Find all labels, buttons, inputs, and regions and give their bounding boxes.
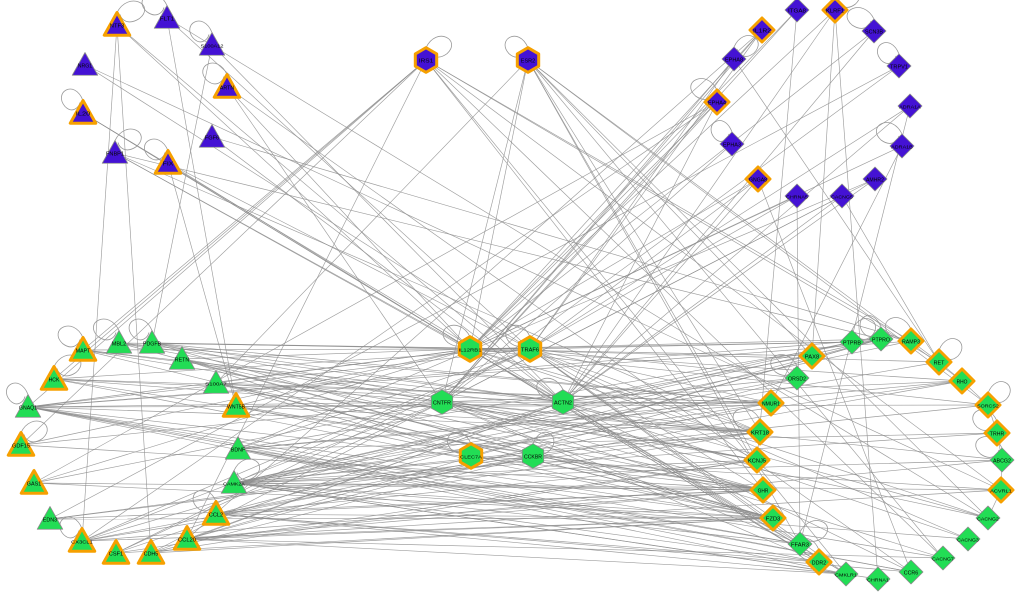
svg-text:CCL20: CCL20	[178, 537, 196, 543]
svg-text:ORSD2: ORSD2	[788, 376, 806, 382]
svg-text:EPHA4: EPHA4	[708, 100, 726, 106]
svg-text:CCL2: CCL2	[209, 512, 223, 518]
svg-text:CACNG7: CACNG7	[932, 556, 954, 561]
svg-text:GNAQ1: GNAQ1	[19, 405, 37, 411]
svg-text:KCNJ5: KCNJ5	[748, 458, 766, 464]
svg-text:BDNF: BDNF	[231, 447, 246, 453]
svg-text:CACNG2: CACNG2	[977, 516, 999, 521]
svg-text:CSF1: CSF1	[109, 551, 123, 557]
svg-text:NTF3: NTF3	[110, 23, 124, 29]
svg-text:NRG1: NRG1	[78, 63, 92, 69]
svg-text:IL20: IL20	[76, 111, 90, 117]
svg-text:SCN3B: SCN3B	[865, 29, 883, 35]
svg-text:RETN: RETN	[175, 357, 189, 363]
svg-text:ADRA1B: ADRA1B	[891, 144, 913, 149]
svg-text:EDN3: EDN3	[43, 517, 57, 523]
svg-text:CNTFR: CNTFR	[433, 400, 451, 406]
svg-text:PTPRB: PTPRB	[843, 340, 861, 346]
svg-text:GAS1: GAS1	[27, 481, 41, 487]
svg-text:MBL2: MBL2	[112, 341, 126, 347]
svg-text:CHRNA1: CHRNA1	[867, 577, 889, 582]
svg-text:PTPRO: PTPRO	[872, 337, 890, 343]
svg-text:ACTN2: ACTN2	[554, 400, 572, 406]
svg-text:CHRNA5: CHRNA5	[786, 194, 808, 199]
svg-text:FLT1: FLT1	[160, 16, 174, 22]
svg-text:TRHR: TRHR	[990, 431, 1004, 437]
svg-text:RHO: RHO	[957, 379, 968, 385]
svg-text:ABCG2: ABCG2	[993, 458, 1011, 464]
svg-text:DDR2: DDR2	[812, 560, 826, 566]
svg-text:EPHA8: EPHA8	[725, 57, 743, 63]
svg-text:KRT18: KRT18	[751, 430, 769, 436]
svg-text:TRAF6: TRAF6	[521, 347, 539, 353]
svg-text:ACVRL1: ACVRL1	[990, 488, 1012, 493]
svg-text:IL12RB1: IL12RB1	[459, 347, 483, 352]
svg-text:CAMK2A: CAMK2A	[223, 481, 246, 486]
svg-text:IL1R2: IL1R2	[753, 28, 771, 34]
svg-text:RAMP3: RAMP3	[902, 339, 920, 345]
svg-text:GNGA8: GNGA8	[749, 177, 767, 183]
svg-text:S100A7: S100A7	[205, 381, 227, 386]
svg-text:SORCS2: SORCS2	[977, 403, 999, 408]
svg-text:PDGFB: PDGFB	[143, 341, 161, 347]
svg-text:WNT5B: WNT5B	[227, 404, 245, 410]
svg-text:FIX: FIX	[163, 161, 174, 167]
svg-text:FFAR3: FFAR3	[791, 542, 809, 548]
svg-text:IRS1: IRS1	[419, 58, 433, 64]
svg-text:FNBP1: FNBP1	[106, 151, 124, 157]
svg-text:MAPT: MAPT	[76, 348, 91, 354]
svg-text:HCK: HCK	[49, 377, 60, 383]
svg-text:CLEC7A: CLEC7A	[460, 454, 483, 459]
svg-text:RET: RET	[934, 360, 945, 366]
svg-text:GHR: GHR	[758, 488, 769, 494]
svg-text:ADRA1A: ADRA1A	[899, 104, 922, 109]
svg-text:S100A12: S100A12	[201, 43, 225, 48]
svg-text:ITGA8: ITGA8	[788, 8, 806, 14]
svg-text:ARTN: ARTN	[220, 85, 235, 91]
svg-text:FZD3: FZD3	[766, 516, 780, 522]
svg-text:PAX8: PAX8	[805, 354, 819, 360]
svg-text:CX3CL1: CX3CL1	[71, 539, 93, 544]
svg-text:EPHA3: EPHA3	[723, 142, 741, 148]
svg-text:CDH5: CDH5	[144, 551, 158, 557]
svg-text:NMUR1: NMUR1	[762, 401, 780, 407]
svg-text:TRPV1: TRPV1	[890, 64, 908, 70]
svg-text:CCKBR: CCKBR	[524, 454, 542, 460]
svg-text:CCR6: CCR6	[904, 570, 918, 576]
svg-text:KLRF1: KLRF1	[826, 8, 844, 14]
svg-text:FGF6: FGF6	[205, 135, 219, 141]
svg-text:CMKLR1: CMKLR1	[835, 572, 857, 577]
svg-text:GDF15: GDF15	[12, 443, 30, 449]
svg-text:CACNG3: CACNG3	[957, 537, 979, 542]
svg-text:ESR2: ESR2	[521, 58, 535, 64]
svg-text:CACNG5: CACNG5	[831, 194, 853, 199]
svg-text:AMHR2: AMHR2	[866, 177, 884, 183]
